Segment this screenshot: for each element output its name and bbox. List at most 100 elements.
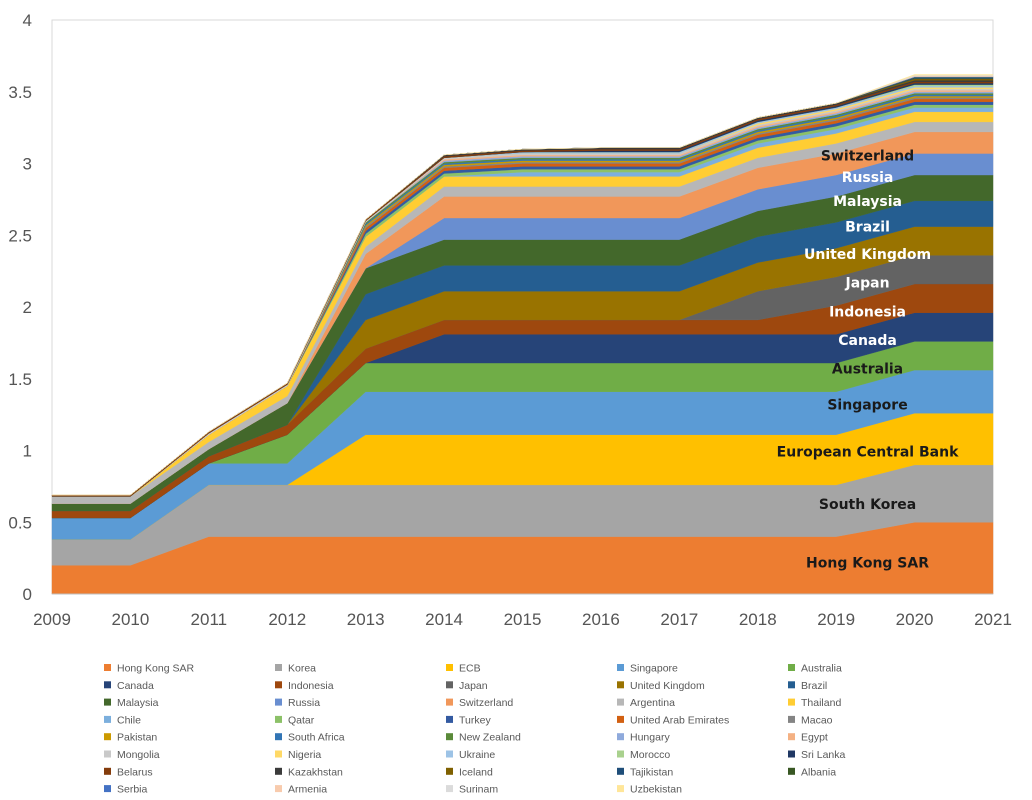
legend-swatch-switzerland: [446, 698, 453, 706]
legend-swatch-ecb: [446, 664, 453, 671]
legend-swatch-nigeria: [275, 750, 282, 758]
legend-swatch-canada: [104, 681, 111, 689]
x-tick-label: 2014: [425, 610, 463, 629]
legend-label-surinam: Surinam: [459, 784, 498, 796]
legend-label-hungary: Hungary: [630, 732, 670, 744]
band-label-hong-kong-sar: Hong Kong SAR: [806, 555, 929, 571]
legend-swatch-australia: [788, 664, 795, 671]
legend-label-qatar: Qatar: [288, 714, 315, 726]
legend-swatch-tajikistan: [617, 767, 624, 775]
legend-swatch-singapore: [617, 664, 624, 671]
axes: 0 0.5 1 1.5 2 2.5 3 3.5 4 2009 2010 2011 2012 2013 201…: [8, 11, 1012, 629]
x-tick-label: 2010: [112, 610, 150, 629]
legend-swatch-armenia: [275, 785, 282, 793]
legend-swatch-belarus: [104, 767, 111, 775]
legend-swatch-kazakhstan: [275, 767, 282, 775]
area-layers: [51, 74, 994, 595]
y-tick-label: 2: [23, 298, 32, 317]
x-tick-label: 2016: [582, 610, 620, 629]
band-label-malaysia: Malaysia: [833, 194, 902, 210]
x-tick-label: 2015: [504, 610, 542, 629]
area-uzbekistan: [52, 74, 994, 496]
legend-swatch-south-africa: [275, 733, 282, 741]
legend-label-south-africa: South Africa: [288, 732, 345, 744]
legend-label-indonesia: Indonesia: [288, 680, 334, 692]
legend-swatch-albania: [788, 767, 795, 775]
legend-label-ecb: ECB: [459, 663, 481, 675]
legend-swatch-thailand: [788, 698, 795, 706]
legend-swatch-indonesia: [275, 681, 282, 689]
band-label-canada: Canada: [838, 333, 897, 349]
legend-swatch-morocco: [617, 750, 624, 758]
legend-swatch-brazil: [788, 681, 795, 689]
y-tick-label: 3.5: [8, 83, 32, 102]
band-label-indonesia: Indonesia: [829, 304, 906, 320]
legend-label-nigeria: Nigeria: [288, 749, 321, 761]
legend-swatch-argentina: [617, 698, 624, 706]
y-tick-label: 0: [23, 585, 32, 604]
legend-swatch-malaysia: [104, 698, 111, 706]
legend-swatch-macao: [788, 715, 795, 723]
legend-label-tajikistan: Tajikistan: [630, 766, 673, 778]
legend-label-albania: Albania: [801, 766, 836, 778]
legend-label-thailand: Thailand: [801, 697, 841, 709]
x-tick-label: 2009: [33, 610, 71, 629]
legend-label-armenia: Armenia: [288, 784, 327, 796]
legend-label-australia: Australia: [801, 663, 842, 675]
legend-swatch-hong-kong-sar: [104, 664, 111, 671]
y-tick-label: 0.5: [8, 513, 32, 532]
band-label-australia: Australia: [832, 362, 903, 378]
legend-swatch-russia: [275, 698, 282, 706]
legend-swatch-turkey: [446, 715, 453, 723]
x-tick-label: 2011: [191, 610, 228, 629]
legend-swatch-sri-lanka: [788, 750, 795, 758]
legend-label-mongolia: Mongolia: [117, 749, 160, 761]
legend-label-serbia: Serbia: [117, 784, 148, 796]
y-tick-label: 1.5: [8, 370, 32, 389]
legend-label-iceland: Iceland: [459, 766, 493, 778]
legend-swatch-united-arab-emirates: [617, 715, 624, 723]
legend-swatch-qatar: [275, 715, 282, 723]
legend-label-canada: Canada: [117, 680, 154, 692]
y-tick-label: 4: [23, 11, 32, 30]
x-tick-label: 2019: [817, 610, 855, 629]
legend: Hong Kong SAR Korea ECB Singapore Australia C…: [104, 663, 846, 796]
legend-swatch-new-zealand: [446, 733, 453, 741]
legend-label-pakistan: Pakistan: [117, 732, 157, 744]
x-tick-label: 2018: [739, 610, 777, 629]
legend-swatch-united-kingdom: [617, 681, 624, 689]
legend-label-korea: Korea: [288, 663, 316, 675]
band-label-switzerland: Switzerland: [821, 149, 914, 165]
legend-label-japan: Japan: [459, 680, 488, 692]
legend-label-united-kingdom: United Kingdom: [630, 680, 705, 692]
y-tick-label: 2.5: [8, 226, 32, 245]
x-tick-label: 2013: [347, 610, 385, 629]
legend-swatch-japan: [446, 681, 453, 689]
legend-swatch-pakistan: [104, 733, 111, 741]
band-label-brazil: Brazil: [845, 220, 890, 236]
band-labels: Hong Kong SAR South Korea European Central…: [777, 149, 959, 572]
band-label-united-kingdom: United Kingdom: [804, 247, 931, 263]
legend-label-egypt: Egypt: [801, 732, 828, 744]
legend-swatch-chile: [104, 715, 111, 723]
legend-swatch-egypt: [788, 733, 795, 741]
legend-label-hong-kong-sar: Hong Kong SAR: [117, 663, 194, 675]
band-label-singapore: Singapore: [827, 398, 907, 414]
y-tick-label: 3: [23, 155, 32, 174]
legend-label-argentina: Argentina: [630, 697, 675, 709]
legend-label-macao: Macao: [801, 714, 833, 726]
legend-swatch-ukraine: [446, 750, 453, 758]
legend-label-brazil: Brazil: [801, 680, 827, 692]
legend-label-morocco: Morocco: [630, 749, 670, 761]
legend-label-singapore: Singapore: [630, 663, 678, 675]
legend-swatch-mongolia: [104, 750, 111, 758]
legend-label-switzerland: Switzerland: [459, 697, 513, 709]
legend-label-united-arab-emirates: United Arab Emirates: [630, 714, 729, 726]
legend-label-belarus: Belarus: [117, 766, 153, 778]
legend-label-turkey: Turkey: [459, 714, 491, 726]
legend-swatch-uzbekistan: [617, 785, 624, 793]
legend-label-sri-lanka: Sri Lanka: [801, 749, 846, 761]
legend-label-malaysia: Malaysia: [117, 697, 159, 709]
legend-swatch-surinam: [446, 785, 453, 793]
